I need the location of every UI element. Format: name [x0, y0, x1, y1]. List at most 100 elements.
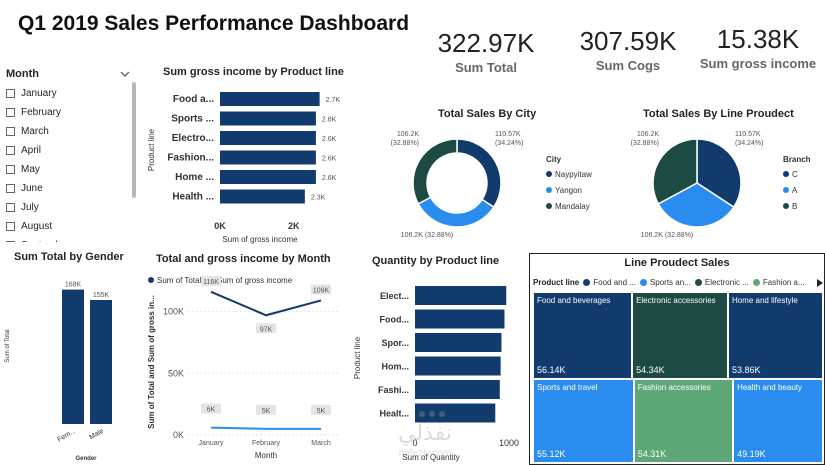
bar — [220, 92, 320, 106]
y-axis-label: Sum of Total and Sum of gross in... — [147, 295, 156, 429]
data-label: 116K — [203, 279, 219, 286]
treemap-legend-entry: Food and ... — [583, 278, 636, 287]
kpi-label: Sum gross income — [699, 56, 817, 71]
bar — [415, 403, 496, 423]
legend-entry: C — [792, 170, 798, 179]
slice-label-line: 110.57K — [735, 131, 761, 138]
chart-title-treemap: Line Proudect Sales — [624, 257, 730, 269]
treemap-cell[interactable]: Health and beauty 49.19K — [733, 379, 823, 463]
legend-entry: Naypyitaw — [555, 170, 592, 179]
data-label: 2.6K — [322, 175, 337, 182]
gender-bar-chart: 168K Fem... 155K Male Gender Sum of Total — [5, 282, 112, 462]
checkbox[interactable] — [6, 203, 15, 212]
month-slicer-header[interactable]: Month — [6, 68, 132, 80]
kpi-sum-cogs[interactable]: 307.59K Sum Cogs — [566, 26, 690, 73]
month-line-chart: 0K 50K 100K Sum of Total Sum of gross income… — [147, 275, 340, 460]
checkbox[interactable] — [6, 165, 15, 174]
treemap-cell[interactable]: Fashion accessories 54.31K — [633, 379, 734, 463]
pie-slice — [456, 138, 502, 209]
pie-slice — [412, 138, 458, 205]
slicer-item-may[interactable]: May — [6, 160, 130, 179]
slicer-item-label: August — [21, 221, 53, 232]
chart-title-quantity: Quantity by Product line — [372, 255, 500, 267]
x-tick-label: 2K — [288, 221, 300, 231]
category-label: Food a... — [173, 94, 214, 105]
x-tick-label: January — [199, 440, 224, 447]
treemap-cells: Food and beverages 56.14K Electronic acces… — [533, 292, 823, 463]
slicer-item-label: January — [21, 88, 57, 99]
slicer-item-label: February — [21, 107, 62, 118]
treemap-legend-entry: Electronic ... — [694, 278, 749, 287]
treemap-cell-name: Food and beverages — [537, 296, 611, 305]
slicer-item-july[interactable]: July — [6, 198, 130, 217]
category-label: Fashion... — [167, 153, 214, 164]
y-axis-label: Product line — [147, 128, 156, 171]
data-label-bg — [201, 403, 221, 414]
chevron-down-icon[interactable] — [120, 70, 130, 78]
treemap-cell[interactable]: Sports and travel 55.12K — [533, 379, 634, 463]
data-label: 97K — [260, 326, 273, 333]
bar — [415, 333, 502, 352]
checkbox[interactable] — [6, 241, 15, 242]
slicer-item-september[interactable]: September — [6, 236, 130, 242]
data-label: 2.7K — [326, 97, 341, 104]
quantity-bar-chart: Elect... Food... Spor... Hom... Fashi... Heal… — [353, 286, 519, 462]
legend-marker — [783, 203, 789, 209]
slicer-scrollbar[interactable] — [132, 82, 136, 198]
kpi-sum-total[interactable]: 322.97K Sum Total — [424, 28, 548, 75]
legend-entry: A — [792, 186, 798, 195]
checkbox[interactable] — [6, 222, 15, 231]
x-tick-label: 0 — [412, 438, 417, 448]
slicer-item-label: May — [21, 164, 40, 175]
category-label: Elect... — [380, 291, 409, 301]
legend-marker — [639, 279, 647, 286]
data-label: 168K — [65, 282, 82, 289]
chart-title-gross-income: Sum gross income by Product line — [163, 66, 344, 78]
checkbox[interactable] — [6, 146, 15, 155]
x-axis-label: Gender — [75, 456, 97, 462]
legend-entry: B — [792, 202, 797, 211]
slice-label-line: (32.88%) — [391, 140, 419, 147]
treemap-cell[interactable]: Home and lifestyle 53.86K — [727, 292, 823, 379]
legend-entry: Mandalay — [555, 202, 590, 211]
bar — [220, 111, 316, 126]
slice-label-line: 106.2K — [397, 131, 420, 138]
kpi-sum-gross-income[interactable]: 15.38K Sum gross income — [696, 24, 820, 71]
category-label: Home ... — [175, 172, 214, 183]
data-label: 6K — [207, 407, 216, 414]
slice-label-line: (34.24%) — [735, 140, 763, 147]
y-tick-label: 50K — [168, 368, 184, 378]
category-label: Sports ... — [171, 114, 214, 125]
series-line — [210, 426, 321, 430]
data-label-bg — [256, 323, 276, 334]
category-label: Spor... — [381, 338, 409, 348]
legend-marker — [546, 171, 552, 177]
slicer-item-april[interactable]: April — [6, 141, 130, 160]
treemap-cell-value: 49.19K — [737, 448, 766, 459]
checkbox[interactable] — [6, 184, 15, 193]
treemap-cell[interactable]: Electronic accessories 54.34K — [632, 292, 728, 379]
page-title: Q1 2019 Sales Performance Dashboard — [18, 12, 410, 35]
nafezly-watermark-logo: نفذلي nafezly.com — [398, 411, 452, 459]
legend-marker — [783, 187, 789, 193]
slicer-item-march[interactable]: March — [6, 122, 130, 141]
slicer-item-february[interactable]: February — [6, 103, 130, 122]
treemap-legend: Product line Food and ... Sports an... Ele… — [533, 278, 819, 287]
x-axis-label: Sum of Quantity — [402, 453, 459, 462]
treemap-cell-name: Sports and travel — [537, 383, 598, 392]
chevron-right-icon[interactable] — [816, 278, 824, 288]
x-axis-label: Month — [255, 451, 277, 460]
pie-slice — [652, 138, 698, 205]
data-label: 2.6K — [322, 117, 337, 124]
slicer-item-june[interactable]: June — [6, 179, 130, 198]
slicer-item-january[interactable]: January — [6, 84, 130, 103]
checkbox[interactable] — [6, 89, 15, 98]
sales-by-city-donut-chart: 110.57K (34.24%)106.2K (32.88%)106.2K (32.… — [391, 131, 593, 239]
y-axis-label: Sum of Total — [5, 329, 11, 362]
checkbox[interactable] — [6, 108, 15, 117]
slicer-item-august[interactable]: August — [6, 217, 130, 236]
checkbox[interactable] — [6, 127, 15, 136]
treemap-cell[interactable]: Food and beverages 56.14K — [533, 292, 633, 379]
slicer-item-label: June — [21, 183, 43, 194]
treemap-cell-name: Electronic accessories — [636, 296, 716, 305]
